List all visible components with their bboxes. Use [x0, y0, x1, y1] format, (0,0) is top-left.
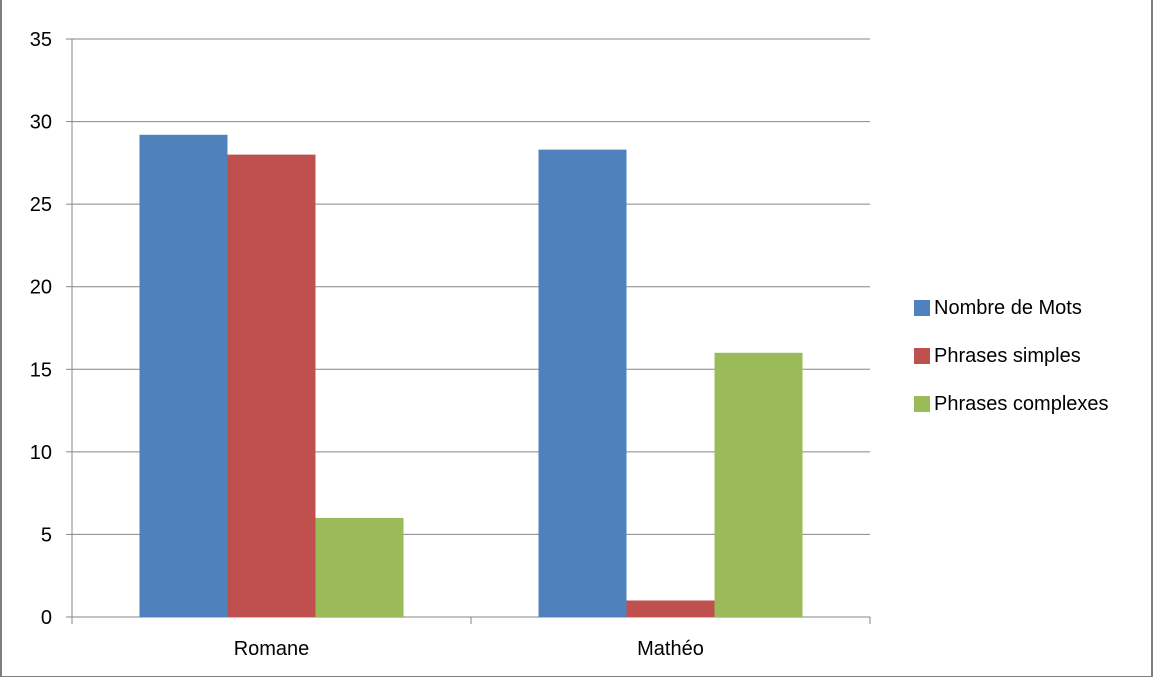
legend-item: Nombre de Mots	[914, 284, 1109, 332]
bar-matho-series-2	[714, 352, 803, 617]
y-tick-label: 15	[30, 359, 52, 381]
x-tick-label: Mathéo	[637, 638, 704, 660]
y-tick-label: 25	[30, 194, 52, 216]
legend-swatch	[914, 300, 930, 316]
y-tick-label: 5	[41, 524, 52, 546]
x-tick-label: Romane	[234, 638, 310, 660]
bar-matho-series-0	[538, 149, 627, 617]
legend-swatch	[914, 396, 930, 412]
legend-label: Phrases complexes	[934, 392, 1109, 415]
legend: Nombre de Mots Phrases simples Phrases com…	[914, 284, 1109, 428]
bar-romane-series-1	[227, 154, 316, 617]
bar-romane-series-0	[139, 134, 228, 618]
y-tick-label: 20	[30, 277, 52, 299]
y-tick-label: 30	[30, 112, 52, 134]
bar-matho-series-1	[626, 600, 715, 617]
legend-label: Phrases simples	[934, 344, 1081, 367]
y-tick-label: 35	[30, 29, 52, 51]
legend-item: Phrases complexes	[914, 380, 1109, 428]
legend-label: Nombre de Mots	[934, 296, 1082, 319]
y-tick-label: 10	[30, 442, 52, 464]
legend-swatch	[914, 348, 930, 364]
bar-romane-series-2	[315, 517, 404, 617]
y-tick-label: 0	[41, 607, 52, 629]
legend-item: Phrases simples	[914, 332, 1109, 380]
